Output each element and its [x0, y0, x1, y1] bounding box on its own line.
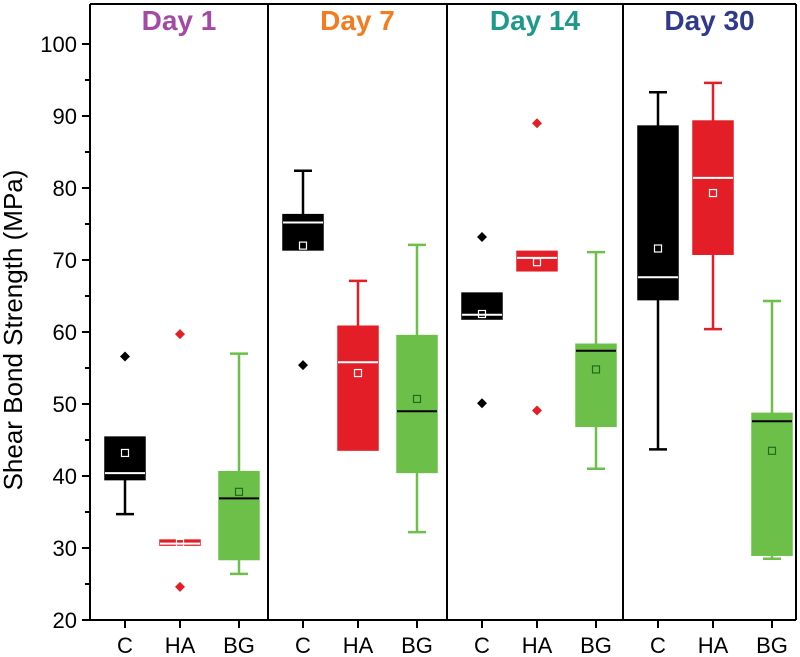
outlier-point — [120, 351, 130, 362]
box — [637, 125, 679, 301]
box — [751, 412, 793, 556]
x-category-label: BG — [580, 633, 612, 657]
panel-title: Day 30 — [664, 5, 754, 36]
box — [396, 334, 438, 474]
box — [692, 120, 734, 255]
mean-marker — [298, 241, 308, 250]
mean-marker — [120, 448, 130, 458]
x-category-label: HA — [343, 633, 374, 657]
mean-marker — [653, 244, 663, 253]
box — [337, 325, 379, 451]
y-tick-label: 20 — [53, 608, 77, 633]
mean-marker — [477, 309, 487, 319]
mean-marker — [175, 538, 185, 548]
box — [516, 250, 558, 272]
outlier-point — [477, 398, 487, 409]
x-category-label: C — [474, 633, 490, 657]
outlier-point — [532, 405, 542, 416]
outlier-point — [175, 329, 185, 340]
box — [575, 343, 617, 428]
outlier-point — [477, 231, 487, 242]
axes: 20 30 40 50 60 70 80 90 100 Day 1 C HA BG Day 7 C HA BG D… — [40, 3, 797, 657]
x-category-label: BG — [223, 633, 255, 657]
y-tick-label: 70 — [53, 248, 77, 273]
x-category-label: HA — [522, 633, 553, 657]
x-category-label: C — [650, 633, 666, 657]
mean-marker — [708, 188, 718, 198]
box — [159, 539, 201, 546]
chart-marks — [104, 81, 793, 592]
y-tick-label: 90 — [53, 104, 77, 129]
panel-title: Day 14 — [490, 5, 581, 36]
x-category-label: C — [117, 633, 133, 657]
panel-title: Day 1 — [142, 5, 217, 36]
box — [282, 213, 324, 251]
y-axis-label: Shear Bond Strength (MPa) — [0, 170, 28, 491]
x-category-label: HA — [698, 633, 729, 657]
y-tick-label: 100 — [40, 32, 77, 57]
x-category-label: C — [295, 633, 311, 657]
box — [218, 470, 260, 561]
mean-marker — [767, 446, 777, 455]
y-tick-label: 40 — [53, 464, 77, 489]
y-tick-label: 80 — [53, 176, 77, 201]
x-category-label: HA — [165, 633, 196, 657]
x-category-label: BG — [756, 633, 788, 657]
y-tick-label: 30 — [53, 536, 77, 561]
panel-title: Day 7 — [320, 5, 395, 36]
outlier-point — [298, 360, 308, 371]
outlier-point — [532, 118, 542, 129]
mean-marker — [234, 487, 244, 496]
x-category-label: BG — [401, 633, 433, 657]
y-tick-label: 50 — [53, 392, 77, 417]
outlier-point — [175, 581, 185, 592]
mean-marker — [412, 394, 422, 404]
mean-marker — [591, 365, 601, 374]
mean-marker — [353, 368, 363, 378]
y-tick-label: 60 — [53, 320, 77, 345]
mean-marker — [532, 258, 542, 267]
